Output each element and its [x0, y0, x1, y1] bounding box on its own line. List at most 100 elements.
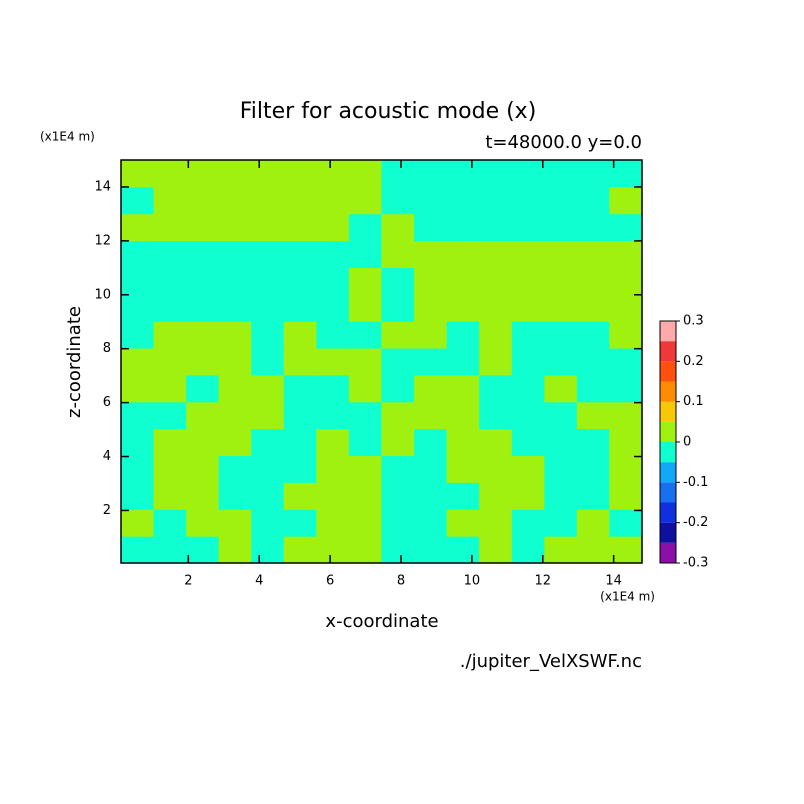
contour-cell [544, 348, 578, 376]
contour-cell [251, 509, 285, 537]
contour-cell [576, 374, 610, 403]
colorbar-band [660, 482, 676, 503]
colorbar-tick-label: -0.1 [683, 475, 708, 490]
contour-cell [511, 267, 545, 295]
contour-cell [186, 455, 220, 483]
contour-cell [153, 401, 187, 430]
plot-frame [120, 159, 643, 564]
contour-cell [121, 482, 155, 510]
contour-cell [186, 294, 220, 322]
contour-cell [609, 348, 643, 376]
contour-cell [218, 482, 252, 510]
contour-cell [479, 240, 513, 268]
contour-cell [186, 401, 220, 430]
contour-cell [153, 428, 187, 457]
contour-cell [153, 186, 187, 215]
contour-cell [479, 374, 513, 403]
contour-cell [348, 321, 382, 349]
contour-cell [153, 536, 187, 564]
colorbar-band [660, 522, 676, 543]
contour-cell [218, 374, 252, 403]
contour-cell [511, 536, 545, 564]
contour-cell [316, 186, 350, 215]
contour-cell [609, 160, 643, 188]
contour-cell [576, 455, 610, 483]
contour-cell [479, 348, 513, 376]
contour-cell [218, 428, 252, 457]
contour-cell [186, 186, 220, 215]
contour-cell [609, 536, 643, 564]
contour-cell [153, 213, 187, 242]
contour-cell [609, 213, 643, 242]
contour-cell [218, 509, 252, 537]
contour-cell [479, 455, 513, 483]
contour-cell [511, 482, 545, 510]
contour-cell [511, 348, 545, 376]
contour-cell [251, 240, 285, 268]
contour-cell [576, 348, 610, 376]
contour-cell [381, 348, 415, 376]
contour-cell [414, 401, 448, 430]
contour-cell [576, 536, 610, 564]
contour-cell [186, 482, 220, 510]
contour-cell [544, 186, 578, 215]
contour-cell [511, 401, 545, 430]
contour-cell [446, 213, 480, 242]
contour-cell [316, 401, 350, 430]
contour-cell [348, 536, 382, 564]
chart-title: Filter for acoustic mode (x) [240, 99, 537, 124]
contour-cell [381, 186, 415, 215]
chart-subtitle: t=48000.0 y=0.0 [485, 132, 642, 153]
contour-cell [609, 455, 643, 483]
source-label: ./jupiter_VelXSWF.nc [460, 651, 642, 672]
contour-cell [121, 428, 155, 457]
contour-cell [283, 401, 317, 430]
contour-cell [576, 401, 610, 430]
contour-cell [609, 186, 643, 215]
contour-cell [479, 536, 513, 564]
contour-cell [218, 213, 252, 242]
contour-cell [414, 267, 448, 295]
contour-cell [251, 455, 285, 483]
contour-cell [218, 401, 252, 430]
contour-cell [381, 240, 415, 268]
contour-cell [283, 374, 317, 403]
contour-cell [479, 321, 513, 349]
contour-cell [414, 186, 448, 215]
contour-cell [511, 213, 545, 242]
contour-cell [121, 509, 155, 537]
contour-cell [251, 267, 285, 295]
x-tick-label: 14 [605, 574, 622, 589]
contour-cell [316, 321, 350, 349]
contour-cell [121, 536, 155, 564]
contour-cell [316, 240, 350, 268]
contour-cell [283, 455, 317, 483]
contour-cell [348, 509, 382, 537]
contour-cell [283, 428, 317, 457]
contour-cell [348, 455, 382, 483]
contour-cell [348, 374, 382, 403]
contour-cell [414, 428, 448, 457]
colorbar-tick-label: -0.2 [683, 515, 708, 530]
contour-cell [348, 186, 382, 215]
contour-cell [283, 509, 317, 537]
colorbar-band [660, 321, 676, 342]
contour-cell [609, 374, 643, 403]
contour-cell [511, 160, 545, 188]
contour-cell [121, 374, 155, 403]
contour-cell [316, 428, 350, 457]
y-axis-label: z-coordinate [64, 306, 85, 418]
contour-cell [121, 455, 155, 483]
contour-cell [414, 294, 448, 322]
contour-cell [283, 536, 317, 564]
contour-cell [186, 509, 220, 537]
colorbar-tick-label: 0.2 [683, 354, 704, 369]
contour-cell [446, 348, 480, 376]
contour-cell [414, 482, 448, 510]
contour-cell [414, 160, 448, 188]
contour-cell [186, 240, 220, 268]
contour-cell [316, 160, 350, 188]
contour-cell [479, 213, 513, 242]
x-tick-label: 12 [534, 574, 551, 589]
contour-cell [153, 509, 187, 537]
